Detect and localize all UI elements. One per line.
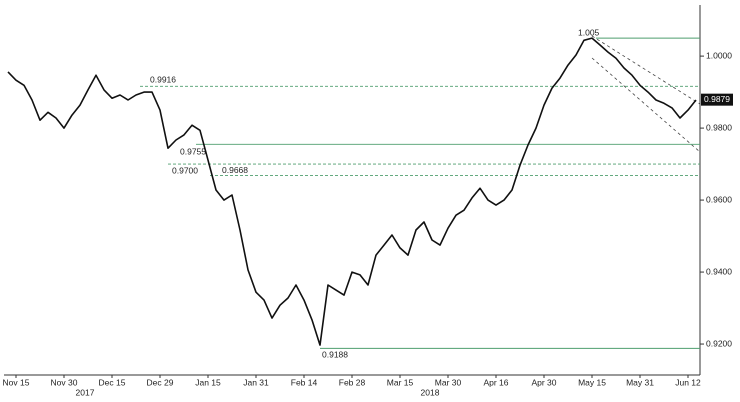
- x-tick-label: Feb 28: [339, 377, 366, 387]
- level-label: 0.9668: [222, 165, 248, 175]
- y-tick-label: 0.9800: [706, 122, 732, 132]
- x-tick-label: Jan 31: [243, 377, 269, 387]
- level-label: 0.9188: [322, 350, 348, 360]
- trend-line: [591, 57, 701, 153]
- y-tick-label: 0.9400: [706, 266, 732, 276]
- x-tick-label: Mar 30: [435, 377, 462, 387]
- level-label: 0.9755: [180, 147, 206, 157]
- last-price-label: 0.9879: [704, 94, 730, 104]
- x-tick-label: Jun 12: [675, 377, 701, 387]
- x-tick-label: Mar 15: [387, 377, 414, 387]
- x-tick-label: May 31: [626, 377, 654, 387]
- x-tick-label: Nov 15: [3, 377, 30, 387]
- y-tick-label: 1.0000: [706, 50, 732, 60]
- level-label: 0.9700: [172, 165, 198, 175]
- y-tick-label: 0.9200: [706, 338, 732, 348]
- x-tick-label: Apr 16: [483, 377, 508, 387]
- x-tick-label: Nov 30: [51, 377, 78, 387]
- year-label: 2018: [421, 387, 440, 397]
- year-label: 2017: [76, 387, 95, 397]
- last-price-box: [701, 93, 733, 106]
- x-tick-label: Jan 15: [195, 377, 221, 387]
- y-tick-label: 0.9600: [706, 194, 732, 204]
- price-line: [7, 37, 697, 346]
- level-label: 0.9916: [150, 75, 176, 85]
- level-label: 1.005: [578, 27, 600, 37]
- x-tick-label: Dec 29: [147, 377, 174, 387]
- x-tick-label: Apr 30: [531, 377, 556, 387]
- x-tick-label: Feb 14: [291, 377, 318, 387]
- x-tick-label: May 15: [578, 377, 606, 387]
- x-tick-label: Dec 15: [99, 377, 126, 387]
- trend-line: [591, 35, 701, 105]
